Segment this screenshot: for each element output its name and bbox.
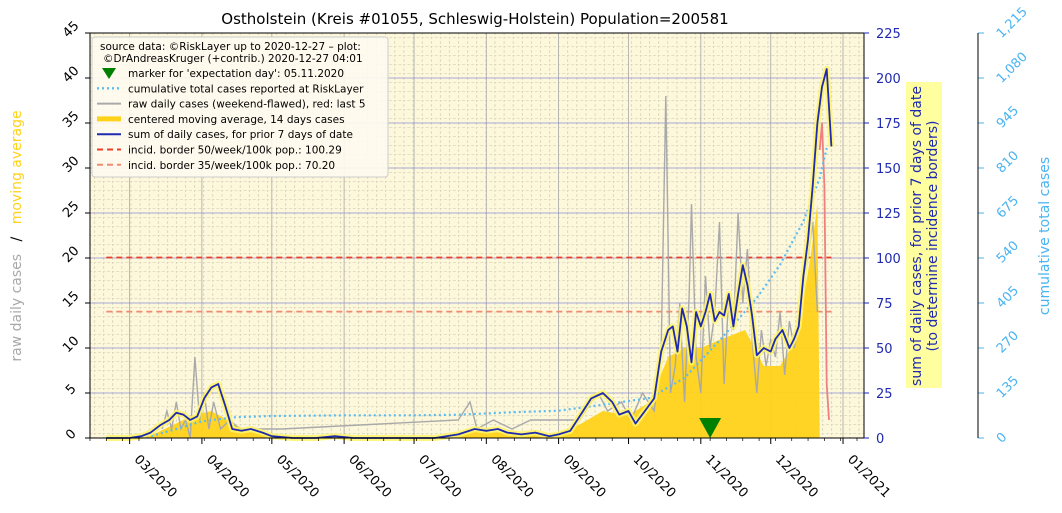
far-right-tick-label: 1,080	[994, 50, 1031, 87]
legend: source data: ©RiskLayer up to 2020-12-27…	[91, 36, 389, 178]
x-tick-label: 01/2021	[844, 452, 893, 501]
right-axis-label-line1: sum of daily cases, for prior 7 days of …	[909, 86, 925, 386]
legend-box	[91, 36, 389, 178]
moving-average-area	[90, 204, 820, 438]
far-right-tick-label: 270	[994, 328, 1022, 356]
chart-title: Ostholstein (Kreis #01055, Schleswig-Hol…	[221, 10, 728, 28]
plot-frame	[89, 32, 865, 439]
left-axis-label-raw: raw daily cases	[9, 254, 25, 362]
right-tick-label: 200	[876, 72, 901, 87]
legend-source-line1: source data: ©RiskLayer up to 2020-12-27…	[100, 41, 361, 53]
left-axis-label: raw daily cases / moving average	[9, 110, 25, 361]
right-tick-label: 100	[876, 252, 901, 267]
legend-label-b35: incid. border 35/week/100k pop.: 70.20	[128, 160, 335, 172]
far-right-axis-label: cumulative total cases	[1037, 157, 1053, 315]
left-tick-label: 25	[60, 199, 82, 221]
legend-label-cumulative: cumulative total cases reported at RiskL…	[128, 83, 364, 95]
raw-last5-line	[818, 122, 830, 421]
moving-average-layer	[90, 204, 820, 438]
far-right-tick-label: 945	[994, 103, 1022, 131]
far-right-tick-label: 540	[994, 238, 1022, 266]
far-right-axis-ticks: 0 135 270 405 540 675 810 945 1,080 1,215	[978, 5, 1031, 446]
cumulative-line	[106, 147, 828, 440]
far-right-tick-label: 810	[994, 148, 1022, 176]
x-tick-label: 11/2020	[702, 452, 751, 501]
right-tick-label: 125	[876, 207, 901, 222]
raw-daily-layer	[161, 95, 830, 439]
sum7-layer	[106, 66, 835, 441]
legend-label-raw: raw daily cases (weekend-flawed), red: l…	[128, 99, 366, 111]
cumulative-layer	[106, 147, 828, 440]
legend-items: marker for 'expectation day': 05.11.2020…	[97, 68, 366, 172]
x-tick-label: 06/2020	[345, 452, 394, 501]
left-tick-label: 40	[60, 64, 82, 86]
left-tick-label: 0	[63, 427, 79, 443]
x-tick-label: 09/2020	[560, 452, 609, 501]
x-tick-label: 07/2020	[415, 452, 464, 501]
legend-label-b50: incid. border 50/week/100k pop.: 100.29	[128, 145, 342, 157]
x-tick-label: 04/2020	[203, 452, 252, 501]
left-tick-label: 5	[63, 382, 79, 398]
right-tick-label: 75	[876, 297, 893, 312]
right-axis-label-box	[906, 82, 942, 388]
left-tick-label: 10	[60, 334, 82, 356]
left-tick-label: 45	[60, 19, 82, 41]
marker-layer	[699, 418, 722, 438]
right-tick-label: 175	[876, 117, 901, 132]
right-tick-label: 0	[876, 432, 884, 447]
left-tick-label: 30	[60, 154, 82, 176]
far-right-tick-label: 135	[994, 373, 1022, 401]
far-right-tick-label: 1,215	[994, 5, 1031, 42]
x-tick-label: 12/2020	[772, 452, 821, 501]
raw-daily-line	[161, 95, 819, 439]
sum7-line	[106, 68, 833, 439]
legend-label-marker: marker for 'expectation day': 05.11.2020	[128, 68, 344, 80]
x-tick-label: 03/2020	[131, 452, 180, 501]
x-tick-label: 05/2020	[273, 452, 322, 501]
right-tick-label: 150	[876, 162, 901, 177]
right-tick-label: 25	[876, 387, 893, 402]
legend-swatch-marker	[102, 68, 116, 79]
legend-label-avg: centered moving average, 14 days cases	[128, 114, 345, 126]
legend-source-line2: ©DrAndreasKruger (+contrib.) 2020-12-27 …	[103, 53, 363, 65]
left-tick-label: 20	[60, 244, 82, 266]
vertical-gridlines	[129, 33, 844, 438]
far-right-tick-label: 0	[994, 430, 1010, 446]
right-axis-ticks: 0 25 50 75 100 125 150 175 200 225	[864, 27, 901, 447]
far-right-tick-label: 405	[994, 283, 1022, 311]
right-axis-label-line2: (to determine incidence borders)	[925, 121, 941, 352]
x-axis-ticks: 03/2020 04/2020 05/2020 06/2020 07/2020 08/20…	[89, 438, 893, 501]
left-axis-label-avg: moving average	[9, 110, 25, 224]
left-axis-label-separator: /	[9, 236, 25, 241]
left-tick-label: 15	[60, 289, 82, 311]
left-tick-label: 35	[60, 109, 82, 131]
x-tick-label: 08/2020	[487, 452, 536, 501]
legend-label-sum7: sum of daily cases, for prior 7 days of …	[128, 129, 353, 141]
right-tick-label: 225	[876, 27, 901, 42]
expectation-day-marker	[699, 418, 722, 438]
right-tick-label: 50	[876, 342, 893, 357]
left-axis-ticks: 0 5 10 15 20 25 30 35 40 45	[60, 19, 90, 443]
far-right-tick-label: 675	[994, 193, 1022, 221]
x-tick-label: 10/2020	[630, 452, 679, 501]
